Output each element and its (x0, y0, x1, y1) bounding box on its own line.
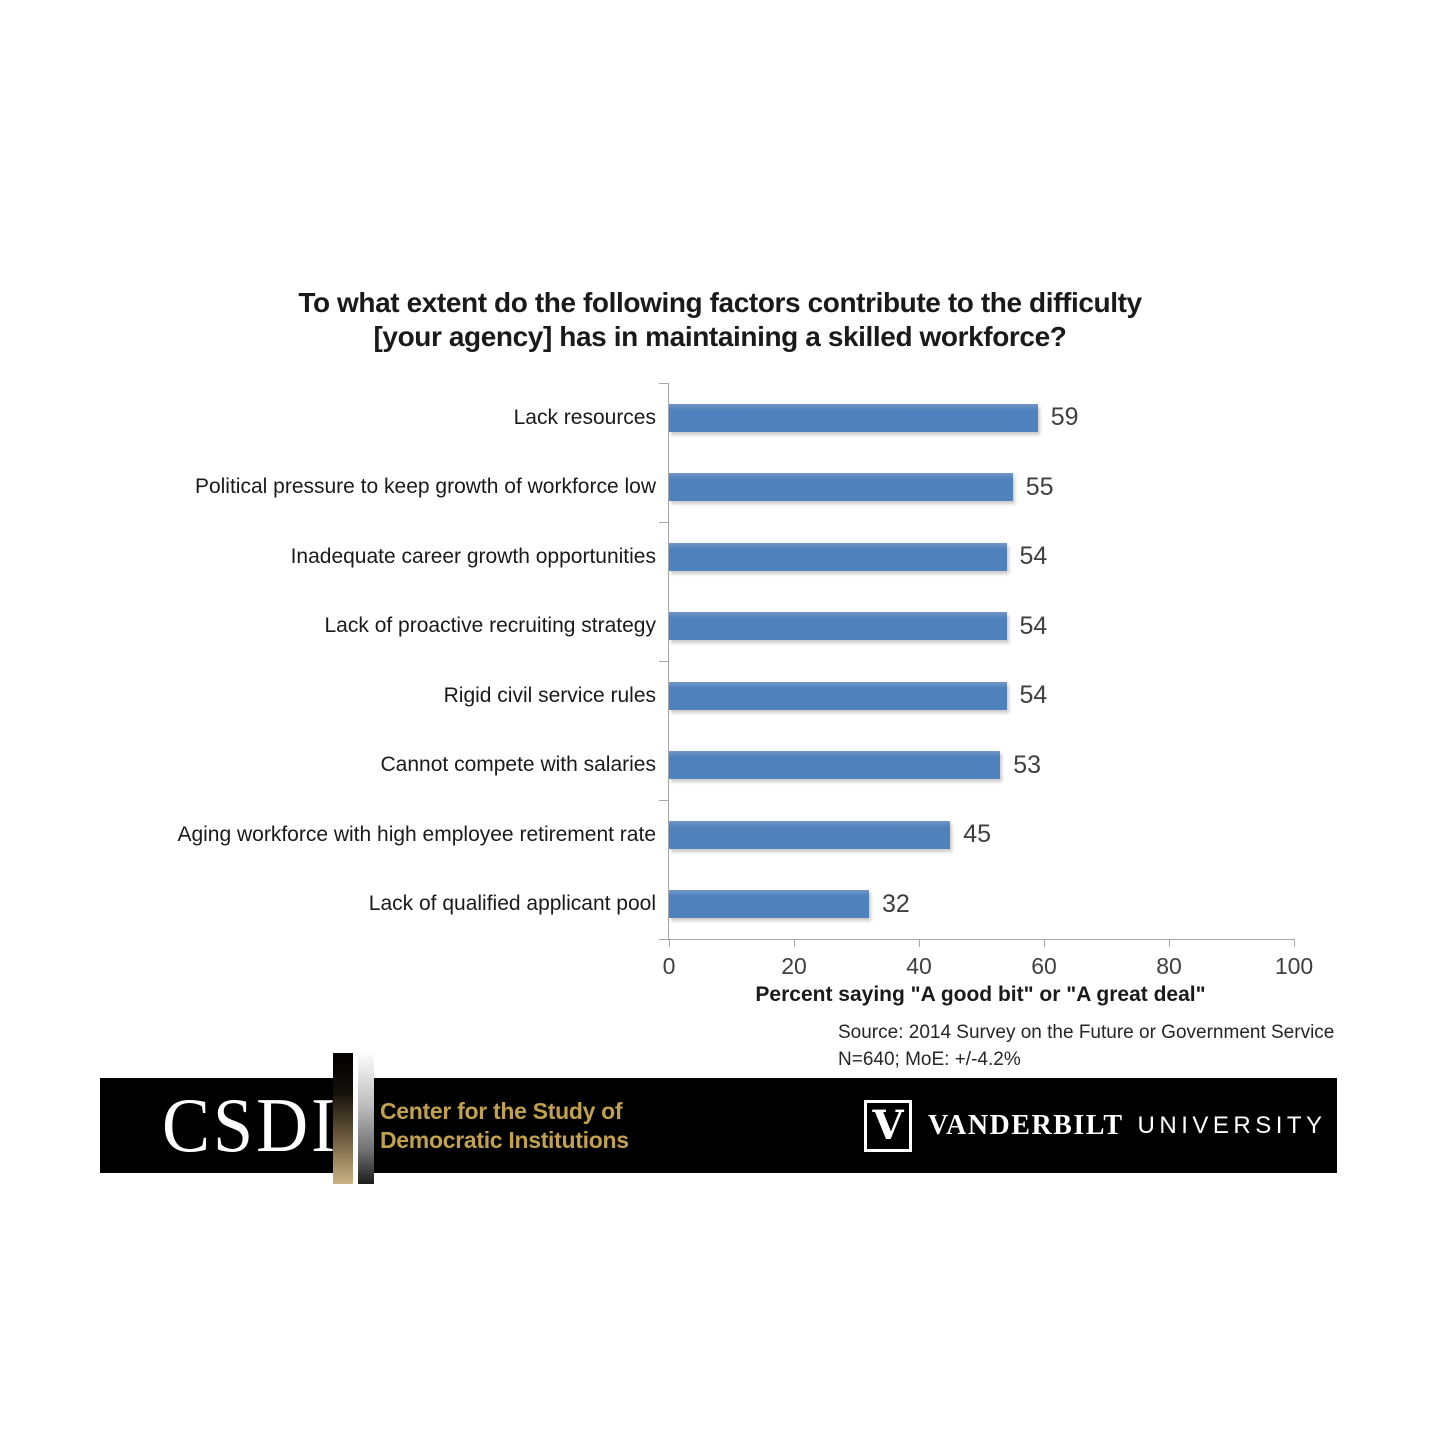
bar-value-label: 55 (1025, 472, 1054, 501)
bar-value-label: 32 (882, 889, 910, 918)
csdi-name-line2: Democratic Institutions (380, 1126, 629, 1153)
bar-value-label: 54 (1019, 681, 1048, 710)
bar (669, 473, 1013, 502)
y-axis-tick (659, 939, 668, 940)
source-line2: N=640; MoE: +/-4.2% (838, 1049, 1021, 1070)
source-note: Source: 2014 Survey on the Future or Gov… (838, 1019, 1334, 1073)
category-label: Rigid civil service rules (443, 683, 656, 707)
bar (669, 612, 1007, 641)
bar-value-label: 54 (1019, 611, 1048, 640)
x-axis-tick (1294, 939, 1295, 947)
x-axis-tick-label: 60 (1031, 953, 1057, 979)
x-axis-tick-label: 0 (662, 953, 676, 979)
bar (669, 403, 1038, 432)
bar (669, 751, 1001, 780)
source-line1: Source: 2014 Survey on the Future or Gov… (838, 1022, 1335, 1043)
x-axis-tick-label: 80 (1156, 953, 1182, 979)
bar-value-label: 54 (1019, 542, 1048, 571)
x-axis-tick (1169, 939, 1170, 947)
category-label: Lack of qualified applicant pool (368, 892, 656, 916)
bar (669, 681, 1007, 710)
csdi-gold-bar-icon (333, 1053, 353, 1184)
vanderbilt-v-letter: V (872, 1101, 904, 1149)
vanderbilt-wordmark: VANDERBILT (928, 1109, 1124, 1141)
chart-title-line2: [your agency] has in maintaining a skill… (373, 321, 1067, 352)
y-axis-tick (659, 522, 668, 523)
csdi-name: Center for the Study of Democratic Insti… (380, 1078, 629, 1173)
csdi-divider-gap (353, 1053, 358, 1184)
x-axis-tick (669, 939, 670, 947)
x-axis-tick (919, 939, 920, 947)
x-axis-tick-label: 100 (1274, 953, 1314, 979)
footer-banner: CSDI Center for the Study of Democratic … (100, 1078, 1337, 1173)
bar (669, 820, 951, 849)
x-axis-tick (794, 939, 795, 947)
y-axis-tick (659, 800, 668, 801)
vanderbilt-logo: V VANDERBILT UNIVERSITY (864, 1078, 1327, 1173)
x-axis-tick (1044, 939, 1045, 947)
vanderbilt-v-icon: V (864, 1099, 912, 1152)
x-axis-tick-label: 20 (781, 953, 807, 979)
plot-area: 59 55 54 54 54 53 45 32 0 20 40 60 80 100 (659, 383, 1313, 979)
x-axis-title: Percent saying "A good bit" or "A great … (755, 983, 1206, 1006)
bar (669, 890, 869, 919)
bar-value-label: 45 (963, 820, 992, 849)
x-axis-tick-label: 40 (906, 953, 932, 979)
chart-title: To what extent do the following factors … (0, 286, 1440, 354)
csdi-silver-bar-icon (358, 1053, 374, 1184)
category-label: Inadequate career growth opportunities (290, 544, 656, 568)
csdi-logo: CSDI (162, 1081, 339, 1169)
bar-value-label: 59 (1050, 403, 1079, 432)
category-label: Cannot compete with salaries (380, 753, 656, 777)
y-axis-tick (659, 383, 668, 384)
category-label: Political pressure to keep growth of wor… (194, 475, 656, 499)
bar-value-label: 53 (1013, 750, 1042, 779)
csdi-name-line1: Center for the Study of (380, 1097, 623, 1124)
category-axis-labels: Lack resources Political pressure to keep… (88, 383, 656, 939)
vanderbilt-university-wordmark: UNIVERSITY (1137, 1111, 1327, 1139)
category-label: Lack resources (513, 405, 656, 429)
bar (669, 542, 1007, 571)
category-label: Lack of proactive recruiting strategy (324, 614, 657, 638)
category-label: Aging workforce with high employee retir… (177, 822, 656, 846)
y-axis-tick (659, 661, 668, 662)
chart-title-line1: To what extent do the following factors … (298, 287, 1142, 318)
